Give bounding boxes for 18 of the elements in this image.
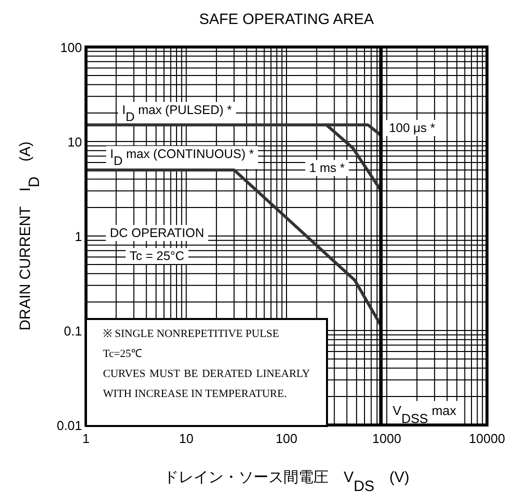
y-tick-label: 0.01: [56, 418, 82, 433]
annotation: DC OPERATION: [110, 226, 204, 240]
x-tick-label: 1000: [372, 431, 402, 446]
note-box: ※ SINGLE NONREPETITIVE PULSE Tc=25℃ CURVES MUST BE DERATED LINEARLY WITH INCREASE IN TEMPERATURE.: [85, 318, 328, 427]
annotation: 1 ms *: [309, 161, 345, 175]
annotation: 100 μs *: [388, 121, 436, 135]
y-tick-label: 1: [74, 229, 82, 244]
annotation: CURVES MUST BE DERATED LINEARLY WITH INCREASE IN TEMPERATURE.: [103, 367, 310, 402]
x-tick-label: 10000: [468, 431, 506, 446]
y-tick-label: 10: [68, 134, 82, 150]
chart-title: SAFE OPERATING AREA: [199, 11, 374, 28]
annotation: Tc = 25°C: [130, 249, 184, 263]
annotation: Tc=25℃: [103, 347, 144, 362]
x-tick-label: 10: [179, 431, 194, 446]
x-tick-label: 100: [276, 431, 298, 446]
annotation: ※ SINGLE NONREPETITIVE PULSE: [103, 327, 280, 342]
y-tick-label: 100: [60, 40, 82, 55]
y-tick-label: 0.1: [64, 324, 82, 338]
